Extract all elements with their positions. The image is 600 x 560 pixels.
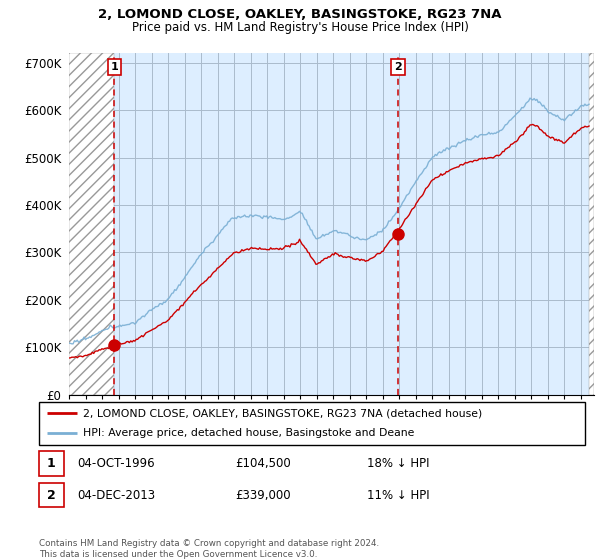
Text: 2, LOMOND CLOSE, OAKLEY, BASINGSTOKE, RG23 7NA: 2, LOMOND CLOSE, OAKLEY, BASINGSTOKE, RG… [98,8,502,21]
Text: 1: 1 [47,457,56,470]
Bar [39,483,64,507]
Text: Contains HM Land Registry data © Crown copyright and database right 2024.
This d: Contains HM Land Registry data © Crown c… [39,539,379,559]
Text: 04-DEC-2013: 04-DEC-2013 [77,488,155,502]
Bar [69,53,115,395]
Text: 04-OCT-1996: 04-OCT-1996 [77,457,155,470]
Text: £104,500: £104,500 [236,457,292,470]
Bar [39,451,64,475]
Text: 11% ↓ HPI: 11% ↓ HPI [367,488,429,502]
Bar [589,53,594,395]
Text: 18% ↓ HPI: 18% ↓ HPI [367,457,429,470]
Text: Price paid vs. HM Land Registry's House Price Index (HPI): Price paid vs. HM Land Registry's House … [131,21,469,34]
Text: £339,000: £339,000 [236,488,291,502]
Text: 2: 2 [47,488,56,502]
Text: HPI: Average price, detached house, Basingstoke and Deane: HPI: Average price, detached house, Basi… [83,428,414,438]
Text: 2, LOMOND CLOSE, OAKLEY, BASINGSTOKE, RG23 7NA (detached house): 2, LOMOND CLOSE, OAKLEY, BASINGSTOKE, RG… [83,408,482,418]
Text: 1: 1 [110,62,118,72]
Text: 2: 2 [394,62,402,72]
